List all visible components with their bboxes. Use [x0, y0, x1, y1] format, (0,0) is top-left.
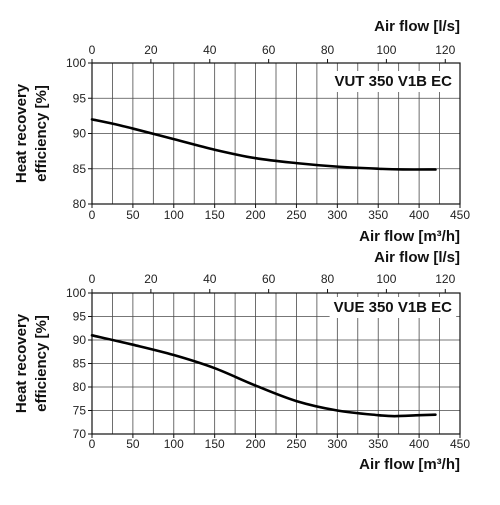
- x2-tick-label: 40: [203, 272, 217, 286]
- y-axis-title-line-2: efficiency [%]: [33, 85, 50, 182]
- x2-tick-label: 20: [144, 272, 158, 286]
- x2-tick-label: 60: [262, 272, 276, 286]
- x-tick-label: 0: [89, 208, 96, 222]
- x2-tick-label: 60: [262, 43, 276, 57]
- x-axis-title: Air flow [m³/h]: [359, 456, 460, 473]
- y-tick-label: 85: [73, 357, 87, 371]
- x-tick-label: 150: [205, 437, 225, 451]
- x2-tick-label: 100: [376, 272, 396, 286]
- x2-tick-label: 120: [435, 272, 455, 286]
- y-axis-title-line-2: efficiency [%]: [33, 315, 50, 412]
- y-tick-label: 90: [73, 127, 87, 141]
- y-tick-label: 75: [73, 404, 87, 418]
- chart-panel-1: 0 50 100 150 200 250 300 350 400 450 0 20 40 60 80 100 1…: [13, 18, 470, 245]
- x-tick-label: 50: [126, 437, 140, 451]
- panel-title: VUT 350 V1B EC: [334, 73, 452, 90]
- y-tick-label: 100: [66, 56, 86, 70]
- y-axis-title-line-1: Heat recovery: [13, 313, 30, 413]
- x-tick-label: 150: [205, 208, 225, 222]
- x-tick-label: 250: [286, 208, 306, 222]
- x-tick-label: 450: [450, 208, 470, 222]
- x-tick-label: 350: [368, 208, 388, 222]
- chart-panel-2: 0 50 100 150 200 250 300 350 400 450 0 20 40 60 80 100 1…: [13, 249, 470, 473]
- x-tick-label: 400: [409, 437, 429, 451]
- x2-tick-label: 0: [89, 272, 96, 286]
- y-tick-label: 95: [73, 91, 87, 105]
- y-tick-label: 95: [73, 310, 87, 324]
- x2-tick-label: 80: [321, 272, 335, 286]
- x2-tick-label: 80: [321, 43, 335, 57]
- x-tick-label: 300: [327, 208, 347, 222]
- x-tick-label: 100: [164, 437, 184, 451]
- x-tick-label: 300: [327, 437, 347, 451]
- x2-axis-title: Air flow [l/s]: [374, 18, 460, 35]
- x-tick-label: 0: [89, 437, 96, 451]
- panel-title: VUE 350 V1B EC: [334, 299, 453, 316]
- x2-tick-label: 120: [435, 43, 455, 57]
- x-axis-title: Air flow [m³/h]: [359, 228, 460, 245]
- y-tick-label: 70: [73, 427, 87, 441]
- y-tick-label: 100: [66, 286, 86, 300]
- x-tick-label: 200: [246, 208, 266, 222]
- x2-tick-label: 0: [89, 43, 96, 57]
- x-tick-label: 350: [368, 437, 388, 451]
- efficiency-curve-line: [90, 334, 437, 418]
- x-tick-label: 400: [409, 208, 429, 222]
- panel-title-background: [329, 297, 457, 318]
- y-tick-label: 80: [73, 380, 87, 394]
- efficiency-curve-line: [90, 118, 437, 171]
- x2-tick-label: 100: [376, 43, 396, 57]
- x-tick-label: 100: [164, 208, 184, 222]
- y-tick-label: 90: [73, 333, 87, 347]
- x2-tick-label: 20: [144, 43, 158, 57]
- x-tick-label: 250: [286, 437, 306, 451]
- x-tick-label: 450: [450, 437, 470, 451]
- x-tick-label: 200: [246, 437, 266, 451]
- x2-axis-title: Air flow [l/s]: [374, 249, 460, 266]
- panel-title-background: [330, 71, 457, 92]
- y-tick-label: 85: [73, 162, 87, 176]
- x-tick-label: 50: [126, 208, 140, 222]
- y-axis-title-line-1: Heat recovery: [13, 83, 30, 183]
- x2-tick-label: 40: [203, 43, 217, 57]
- y-tick-label: 80: [73, 197, 87, 211]
